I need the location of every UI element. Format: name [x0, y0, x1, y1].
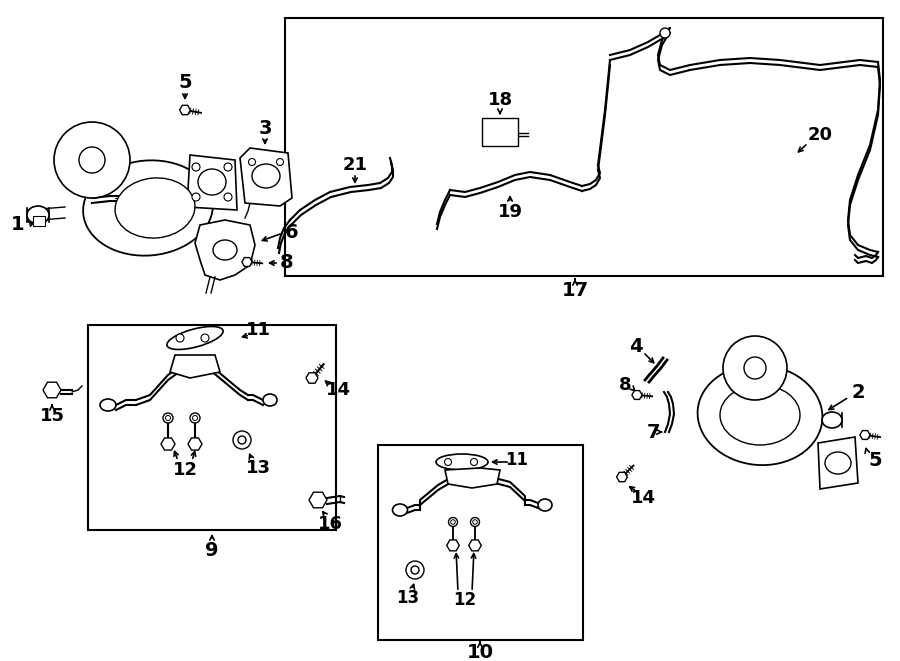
Circle shape — [723, 336, 787, 400]
Text: 13: 13 — [396, 589, 419, 607]
Bar — [285, 18, 883, 276]
Circle shape — [744, 357, 766, 379]
Ellipse shape — [252, 164, 280, 188]
Ellipse shape — [822, 412, 842, 428]
Circle shape — [79, 147, 105, 173]
Text: 4: 4 — [629, 336, 643, 356]
Circle shape — [224, 193, 232, 201]
Ellipse shape — [166, 327, 223, 350]
Circle shape — [192, 193, 200, 201]
Bar — [88, 325, 336, 530]
Bar — [33, 216, 45, 226]
Text: 13: 13 — [246, 459, 271, 477]
Text: 14: 14 — [326, 381, 350, 399]
Circle shape — [451, 520, 455, 524]
Polygon shape — [818, 437, 858, 489]
Ellipse shape — [115, 178, 195, 238]
Bar — [378, 445, 583, 640]
Circle shape — [471, 518, 480, 527]
Polygon shape — [170, 355, 220, 378]
Ellipse shape — [213, 240, 237, 260]
Text: 21: 21 — [343, 156, 367, 174]
Text: 19: 19 — [498, 203, 523, 221]
Text: 11: 11 — [506, 451, 528, 469]
Text: 5: 5 — [178, 73, 192, 91]
Text: 6: 6 — [285, 223, 299, 243]
Circle shape — [276, 159, 284, 165]
Circle shape — [445, 459, 452, 465]
Text: 8: 8 — [618, 376, 631, 394]
Ellipse shape — [436, 454, 488, 470]
Text: 3: 3 — [258, 118, 272, 137]
Text: 8: 8 — [280, 254, 293, 272]
Text: 5: 5 — [868, 451, 882, 469]
Circle shape — [54, 122, 130, 198]
Ellipse shape — [83, 161, 213, 256]
Text: 17: 17 — [562, 280, 589, 299]
Polygon shape — [195, 220, 255, 280]
Circle shape — [471, 459, 478, 465]
Ellipse shape — [100, 399, 116, 411]
Circle shape — [238, 436, 246, 444]
Polygon shape — [187, 155, 237, 210]
Circle shape — [448, 518, 457, 527]
Text: 9: 9 — [205, 541, 219, 559]
Text: 18: 18 — [488, 91, 513, 109]
Bar — [482, 118, 518, 146]
Text: 11: 11 — [246, 321, 271, 339]
Circle shape — [411, 566, 419, 574]
Circle shape — [660, 28, 670, 38]
Ellipse shape — [392, 504, 408, 516]
Polygon shape — [240, 148, 292, 206]
Polygon shape — [445, 468, 500, 488]
Text: 7: 7 — [646, 422, 660, 442]
Circle shape — [192, 163, 200, 171]
Circle shape — [224, 163, 232, 171]
Ellipse shape — [698, 365, 823, 465]
Circle shape — [163, 413, 173, 423]
Text: 12: 12 — [173, 461, 197, 479]
Ellipse shape — [720, 385, 800, 445]
Circle shape — [248, 159, 256, 165]
Ellipse shape — [825, 452, 851, 474]
Circle shape — [472, 520, 477, 524]
Ellipse shape — [198, 169, 226, 195]
Text: 1: 1 — [11, 215, 25, 235]
Text: 2: 2 — [851, 383, 865, 403]
Ellipse shape — [263, 394, 277, 406]
Circle shape — [190, 413, 200, 423]
Text: 16: 16 — [318, 515, 343, 533]
Circle shape — [201, 334, 209, 342]
Circle shape — [176, 334, 184, 342]
Text: 20: 20 — [807, 126, 833, 144]
Circle shape — [193, 416, 197, 420]
Ellipse shape — [538, 499, 552, 511]
Ellipse shape — [27, 206, 49, 224]
Circle shape — [406, 561, 424, 579]
Circle shape — [233, 431, 251, 449]
Text: 12: 12 — [454, 591, 477, 609]
Text: 15: 15 — [40, 407, 65, 425]
Text: 10: 10 — [466, 642, 493, 661]
Circle shape — [166, 416, 170, 420]
Text: 14: 14 — [631, 489, 655, 507]
